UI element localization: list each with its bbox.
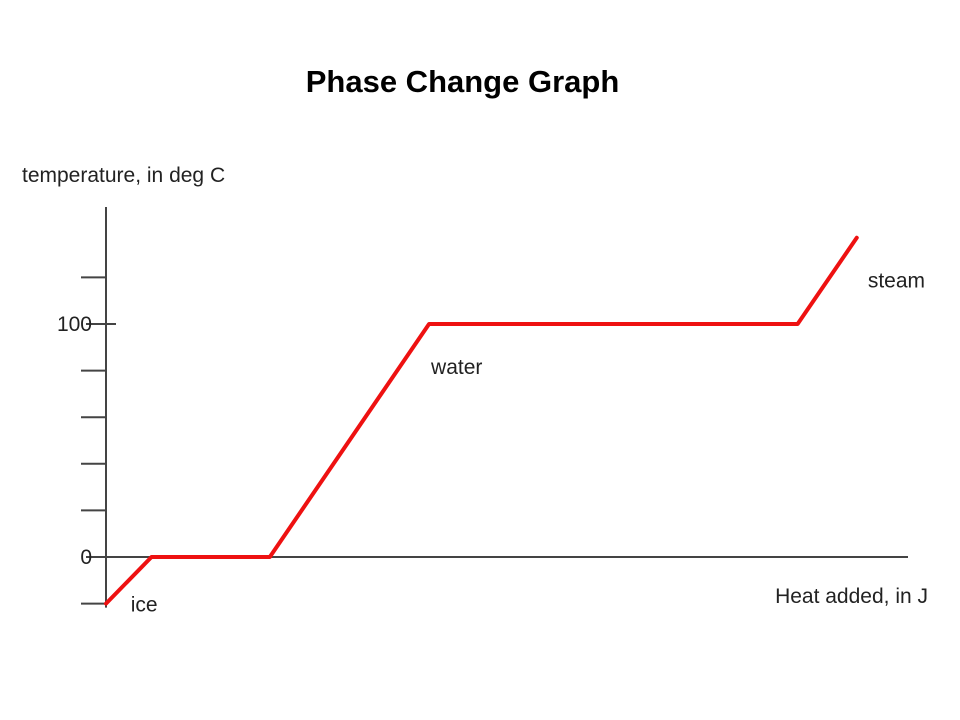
annotation-steam: steam xyxy=(868,270,925,293)
y-ticks: 0 100 xyxy=(57,276,116,605)
series-layer xyxy=(104,235,859,606)
annotation-water: water xyxy=(430,356,482,379)
labels-layer: ice water steam xyxy=(131,270,925,617)
chart-title: Phase Change Graph xyxy=(305,64,620,99)
y-tick-label: 100 xyxy=(57,313,92,336)
y-axis-label: temperature, in deg C xyxy=(22,164,225,187)
annotation-ice: ice xyxy=(131,594,158,617)
axes xyxy=(105,207,908,608)
x-axis-label: Heat added, in J xyxy=(775,585,928,608)
y-tick-label: 0 xyxy=(80,546,92,569)
phase-change-line xyxy=(104,235,859,606)
